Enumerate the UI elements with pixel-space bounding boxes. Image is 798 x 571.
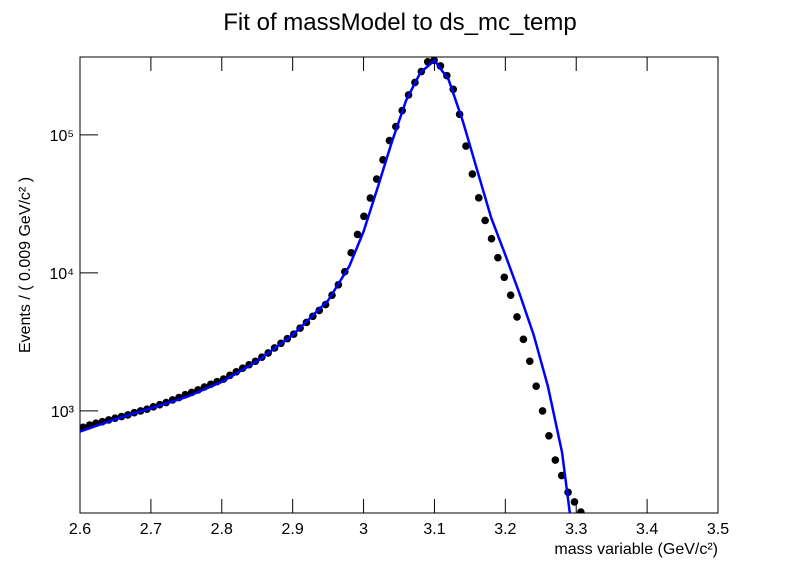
data-point — [538, 407, 547, 415]
data-point — [462, 142, 470, 150]
x-tick-label: 3 — [359, 521, 368, 538]
x-tick-label: 3.4 — [636, 521, 658, 538]
x-tick-label: 3.5 — [707, 521, 729, 538]
y-tick-label: 10⁵ — [50, 128, 74, 145]
x-axis-title: mass variable (GeV/c²) — [554, 541, 718, 558]
chart-title: Fit of massModel to ds_mc_temp — [223, 9, 576, 36]
data-point — [487, 234, 496, 243]
x-tick-label: 2.6 — [69, 521, 91, 538]
data-point — [577, 508, 585, 513]
x-tick-label: 3.3 — [565, 521, 587, 538]
data-point — [545, 431, 553, 440]
y-tick-label: 10³ — [51, 404, 75, 421]
data-point — [468, 170, 477, 178]
plot-frame — [79, 56, 719, 514]
data-point — [366, 194, 375, 202]
data-point — [519, 335, 528, 344]
x-tick-label: 3.1 — [423, 521, 445, 538]
data-point — [500, 273, 509, 282]
data-point — [481, 216, 489, 225]
data-point — [525, 357, 534, 366]
x-tick-label: 2.7 — [140, 521, 162, 538]
x-tick-label: 3.2 — [494, 521, 516, 538]
data-point — [570, 498, 579, 506]
data-point — [474, 194, 483, 202]
data-point — [360, 212, 368, 221]
data-point — [532, 382, 540, 391]
fit-curve — [80, 58, 572, 513]
data-point — [513, 313, 521, 321]
x-tick-label: 2.8 — [211, 521, 233, 538]
data-point — [353, 230, 362, 239]
y-axis-title: Events / ( 0.009 GeV/c² ) — [17, 177, 34, 353]
data-point — [506, 291, 515, 299]
data-point — [551, 456, 560, 464]
x-tick-label: 2.9 — [282, 521, 304, 538]
y-tick-label: 10⁴ — [49, 266, 74, 283]
data-point — [494, 253, 502, 262]
